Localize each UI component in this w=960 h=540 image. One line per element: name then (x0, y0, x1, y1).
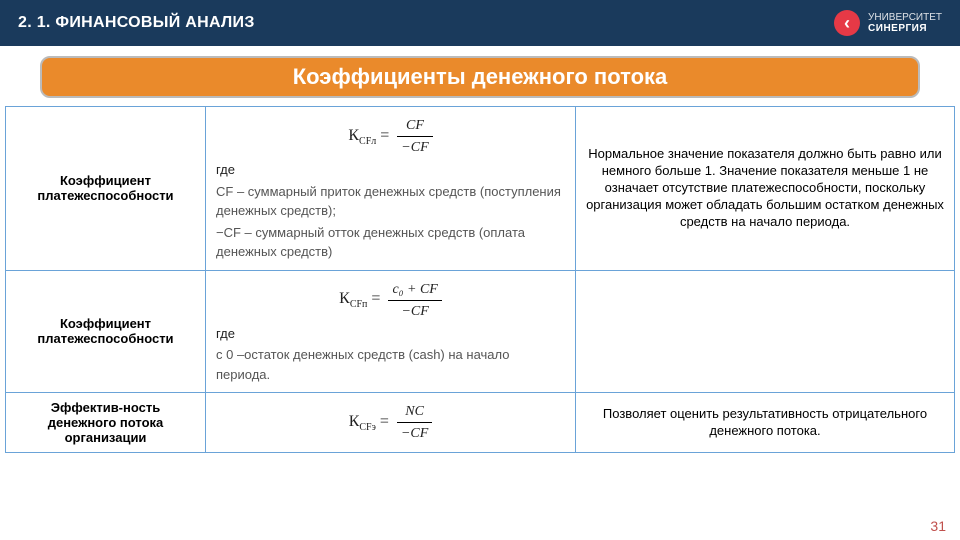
table-row: Коэффициент платежеспособностиКCFп = c₀ … (6, 270, 955, 393)
coefficients-table: Коэффициент платежеспособностиКCFл = CF−… (5, 106, 955, 453)
formula-fraction: CF−CF (397, 115, 432, 158)
coefficient-formula: КCFл = CF−CFгдеCF – суммарный приток ден… (206, 107, 576, 271)
where-label: где (216, 324, 565, 344)
coefficient-name: Коэффициент платежеспособности (6, 270, 206, 393)
formula-lhs: КCFэ = (349, 413, 393, 430)
header-bar: 2. 1. ФИНАНСОВЫЙ АНАЛИЗ ‹ УНИВЕРСИТЕТ СИ… (0, 0, 960, 46)
table-row: Эффектив-ность денежного потока организа… (6, 393, 955, 453)
logo: ‹ УНИВЕРСИТЕТ СИНЕРГИЯ (834, 10, 942, 36)
formula-fraction: NC−CF (397, 401, 432, 444)
logo-text: УНИВЕРСИТЕТ СИНЕРГИЯ (868, 12, 942, 34)
logo-badge-icon: ‹ (834, 10, 860, 36)
coefficient-description: Позволяет оценить результативность отриц… (576, 393, 955, 453)
coefficient-description: Нормальное значение показателя должно бы… (576, 107, 955, 271)
where-line: с 0 –остаток денежных средств (cash) на … (216, 345, 565, 384)
where-line: −CF – суммарный отток денежных средств (… (216, 223, 565, 262)
coefficient-name: Коэффициент платежеспособности (6, 107, 206, 271)
logo-line1: УНИВЕРСИТЕТ (868, 12, 942, 23)
coefficient-description (576, 270, 955, 393)
logo-line2: СИНЕРГИЯ (868, 23, 942, 34)
page-number: 31 (930, 518, 946, 534)
banner: Коэффициенты денежного потока (40, 56, 920, 98)
where-line: CF – суммарный приток денежных средств (… (216, 182, 565, 221)
table-row: Коэффициент платежеспособностиКCFл = CF−… (6, 107, 955, 271)
coefficient-name: Эффектив-ность денежного потока организа… (6, 393, 206, 453)
banner-wrap: Коэффициенты денежного потока (0, 46, 960, 106)
coefficient-formula: КCFп = c₀ + CF−CFгдес 0 –остаток денежны… (206, 270, 576, 393)
where-label: где (216, 160, 565, 180)
coefficient-formula: КCFэ = NC−CF (206, 393, 576, 453)
formula-lhs: КCFл = (348, 127, 393, 144)
formula-fraction: c₀ + CF−CF (388, 279, 441, 322)
formula-lhs: КCFп = (339, 290, 384, 307)
page-section-title: 2. 1. ФИНАНСОВЫЙ АНАЛИЗ (18, 14, 255, 32)
banner-text: Коэффициенты денежного потока (293, 64, 668, 89)
